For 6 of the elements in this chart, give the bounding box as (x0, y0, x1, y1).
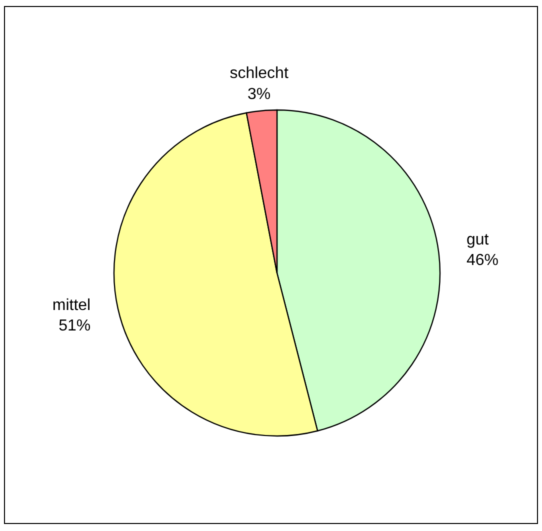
slice-label: gut (466, 231, 490, 248)
data-label: 3% (247, 86, 271, 103)
slice-label: schlecht (230, 65, 289, 82)
data-label: 46% (466, 252, 499, 270)
data-label: 51% (58, 318, 91, 335)
slice-label: mittel (52, 296, 91, 314)
